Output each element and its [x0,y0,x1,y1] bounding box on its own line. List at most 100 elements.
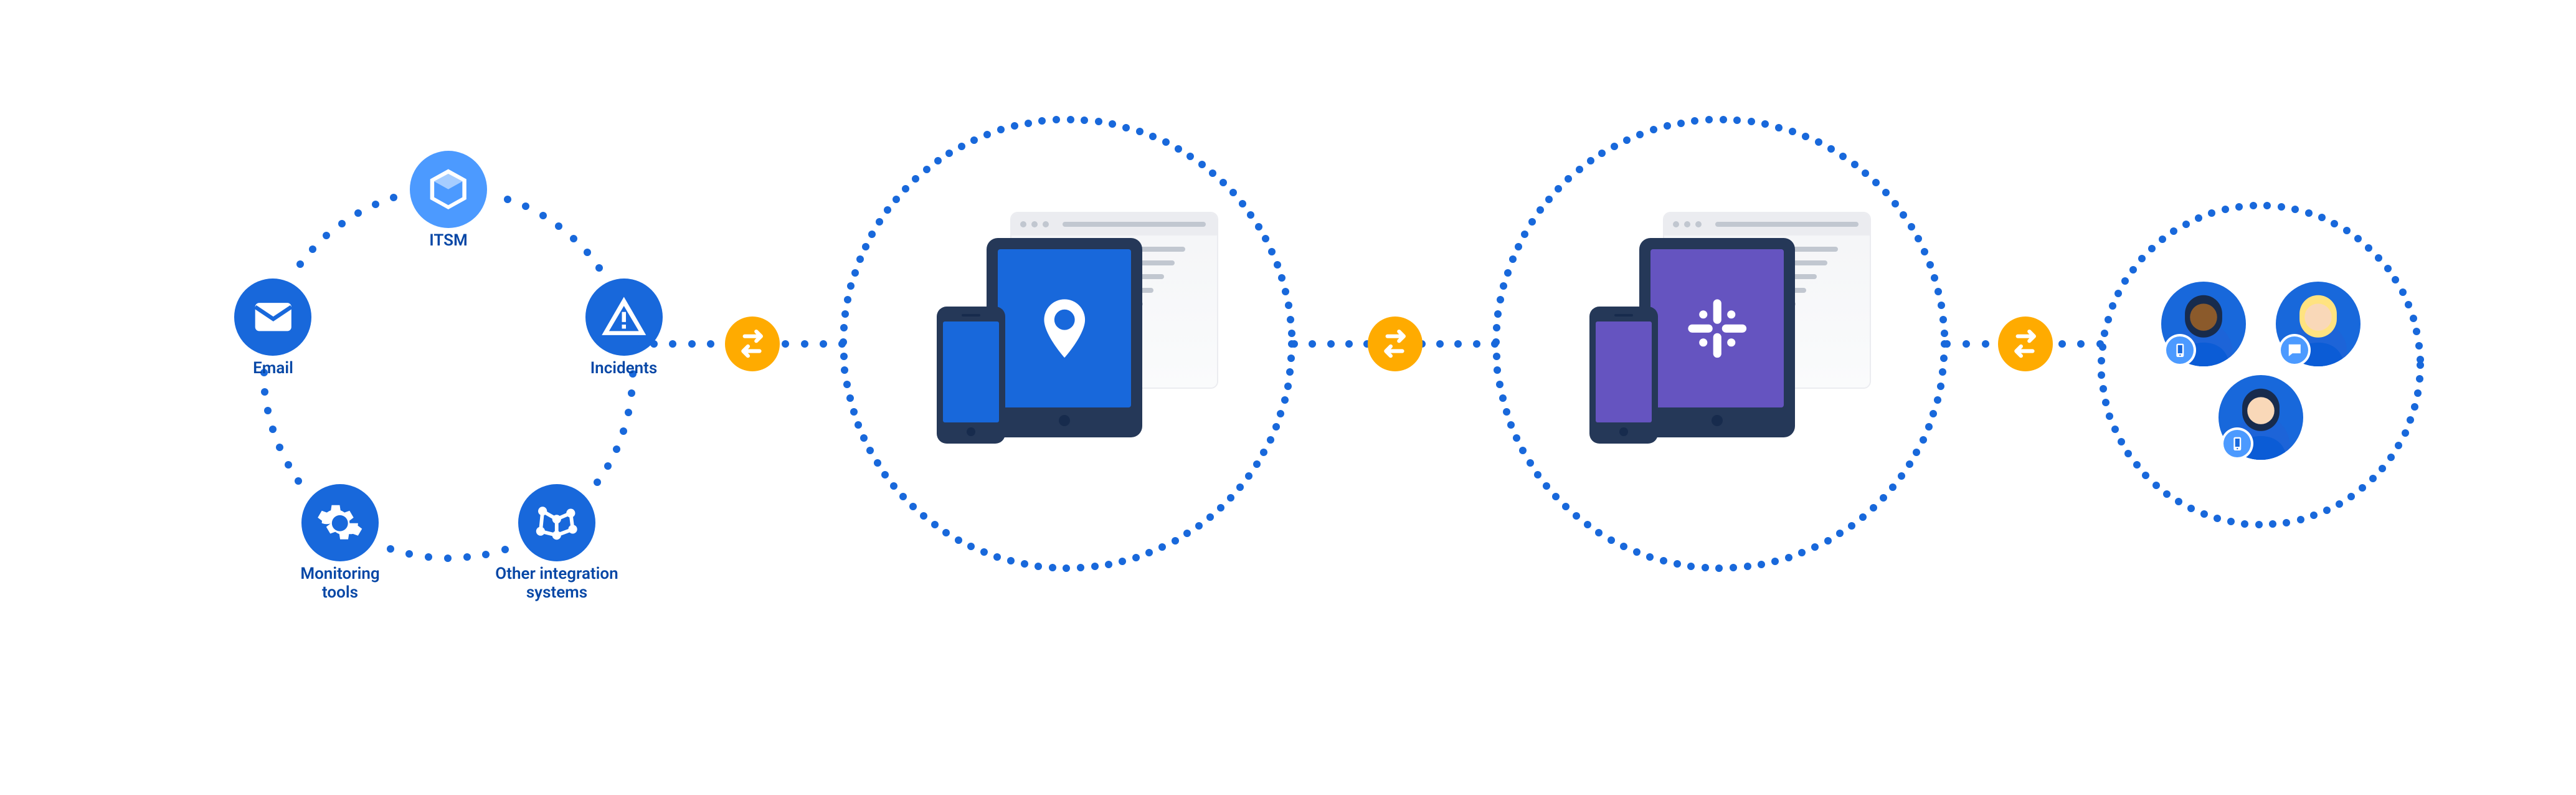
team-ring-dot [2297,516,2304,523]
team-ring-dot [2175,498,2182,505]
slack-ring-dot [1543,482,1550,490]
opsgenie-ring-dot [1217,504,1224,512]
team-ring-dot [2414,389,2422,397]
slack-ring-dot [1915,235,1922,242]
sources-ring-dot [625,409,632,416]
connector-dot [1290,340,1298,348]
slack-ring-dot [1664,122,1671,130]
slack-ring-dot [1620,543,1627,550]
sources-ring-dot [405,550,413,558]
opsgenie-ring-dot [1132,554,1140,561]
opsgenie-ring-dot [884,206,891,214]
team-ring-dot [2416,375,2423,383]
opsgenie-ring-dot [855,421,862,429]
connector-dot [688,340,696,348]
source-itsm-icon [410,151,487,228]
slack-ring-dot [1545,196,1553,203]
sources-ring-dot [264,407,272,414]
team-ring-dot [2336,500,2343,508]
sources-ring-dot [354,209,362,217]
sources-ring-dot [463,553,471,561]
opsgenie-ring-dot [1035,563,1042,570]
slack-ring-dot [1527,459,1534,467]
team-ring-dot [2250,202,2257,209]
opsgenie-ring-dot [876,218,883,226]
slack-ring-dot [1939,316,1947,323]
connector-dot [1327,340,1335,348]
source-itsm-label: ITSM [367,232,529,250]
team-ring-dot [2133,461,2141,469]
connector-dot [801,340,808,348]
team-ring-dot [2405,301,2412,308]
opsgenie-ring-dot [862,243,869,250]
connector-dot [669,340,676,348]
slack-ring-dot [1870,504,1877,512]
sources-ring-dot [295,477,302,485]
opsgenie-ring-dot [1007,557,1015,564]
slack-ring-dot [1926,261,1934,269]
slack-ring-dot [1892,200,1899,207]
team-ring-dot [2235,203,2243,211]
opsgenie-ring-dot [1145,549,1153,556]
opsgenie-ring-dot [843,381,851,388]
slack-ring-dot [1720,116,1727,123]
opsgenie-ring-dot [912,175,919,183]
sources-ring-dot [309,245,316,253]
slack-ring-dot [1761,120,1769,128]
opsgenie-ring-dot [920,512,927,520]
slack-ring-dot [1646,553,1654,561]
team-ring-dot [2331,220,2338,227]
slack-ring-dot [1848,522,1855,530]
home-button-icon [967,427,975,436]
opsgenie-ring-dot [1285,302,1292,309]
opsgenie-ring-dot [1198,161,1206,168]
opsgenie-ring-dot [1262,235,1269,242]
opsgenie-ring-dot [931,521,939,528]
opsgenie-ring-dot [1253,460,1261,468]
speaker-slot [962,314,980,317]
slack-ring-dot [1872,179,1880,186]
slack-ring-dot [1507,421,1515,429]
slack-ring-dot [1908,223,1915,231]
sources-ring-dot [555,222,562,230]
slack-ring-dot [1497,296,1504,303]
opsgenie-ring-dot [1219,179,1227,186]
opsgenie-ring-dot [1119,558,1126,565]
team-ring-dot [2109,302,2116,310]
slack-ring-dot [1941,330,1948,337]
slack-ring-dot [1555,185,1562,193]
connector-dot [2058,340,2066,348]
team-ring-dot [2263,202,2271,209]
opsgenie-ring-dot [993,553,1001,561]
slack-ring-dot [1611,143,1618,150]
opsgenie-ring-dot [1288,330,1295,337]
connector-dot [820,340,827,348]
team-ring-dot [2214,515,2221,522]
slack-ring-dot [1552,493,1560,500]
team-ring-dot [2105,316,2112,323]
slack-ring-dot [1565,175,1572,183]
browser-titlebar [1664,213,1870,236]
sources-ring-dot [285,461,292,469]
connector-dot [838,340,846,348]
slack-ring-dot [1493,353,1500,360]
team-ring-dot [2269,520,2276,528]
opsgenie-ring-dot [874,459,881,467]
integration-flow-diagram: ITSMIncidentsOther integration systemsMo… [0,0,2576,795]
team-ring-dot [2241,520,2248,528]
slack-ring-dot [1862,169,1869,177]
opsgenie-ring-dot [868,231,876,238]
team-ring-dot [2121,277,2129,285]
team-ring-dot [2142,472,2149,479]
opsgenie-ring-dot [840,353,848,360]
slack-ring-dot [1798,549,1806,556]
opsgenie-ring-dot [1183,530,1191,537]
phone [1589,307,1658,444]
sources-ring-dot [584,249,591,256]
opsgenie-ring-dot [1158,543,1166,551]
opsgenie-ring-dot [851,269,859,277]
url-bar [1715,222,1859,227]
opsgenie-ring-dot [1260,449,1267,456]
sources-ring-dot [594,478,601,486]
home-button-icon [1619,427,1628,436]
